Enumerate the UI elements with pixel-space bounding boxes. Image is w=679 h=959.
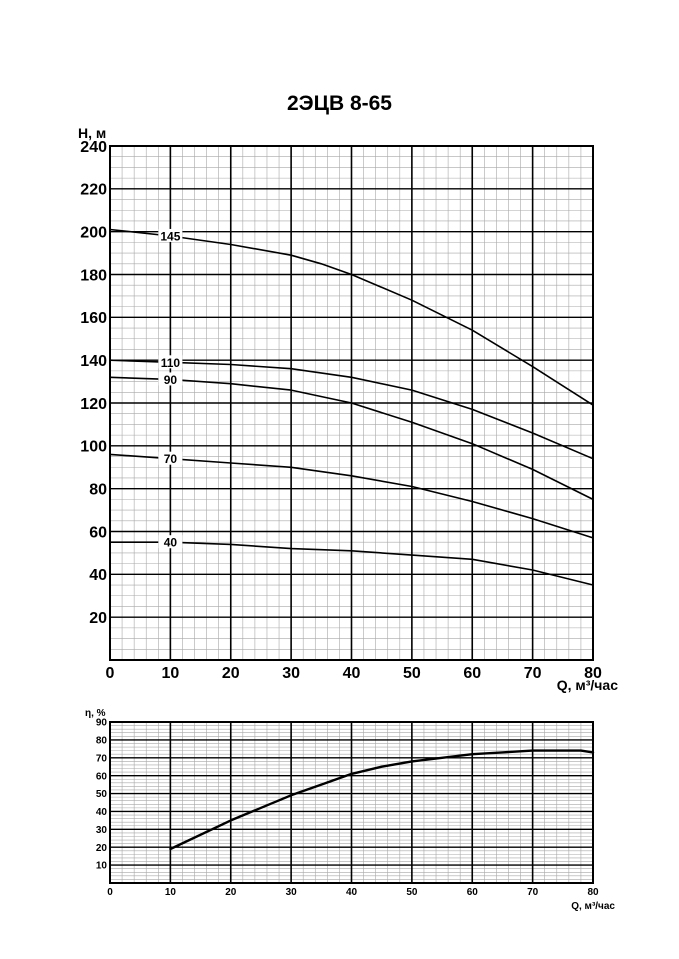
- x-tick-label: 40: [346, 887, 358, 898]
- x-tick-label: 80: [584, 665, 602, 682]
- series-label-bg: [158, 372, 183, 386]
- series-line-efficiency: [169, 749, 595, 851]
- y-tick-label: 40: [89, 567, 107, 584]
- series-label-bg: [158, 355, 183, 369]
- y-tick-label: 60: [96, 771, 108, 782]
- series-line-145: [109, 228, 594, 406]
- chart-title: 2ЭЦВ 8-65: [287, 92, 392, 115]
- series-label-bg: [158, 228, 183, 242]
- y-tick-label: 60: [89, 524, 107, 541]
- x-tick-label: 70: [524, 665, 542, 682]
- efficiency-chart: 0 10 20 30 40 50 60 70 80 10 20 30 40 50 60 70 80 90 Q, м³…: [85, 708, 615, 912]
- y-tick-label: 80: [96, 735, 108, 746]
- x-tick-label: 50: [406, 887, 418, 898]
- x-tick-label: 10: [165, 887, 177, 898]
- series-label-bg: [158, 451, 183, 465]
- series-line-40: [109, 541, 594, 586]
- y-tick-label: 50: [96, 789, 108, 800]
- y-tick-label: 20: [96, 843, 108, 854]
- y-tick-label: 40: [96, 807, 108, 818]
- x-tick-label: 60: [467, 887, 479, 898]
- x-axis-label: Q, м³/час: [571, 901, 615, 912]
- y-tick-label: 220: [80, 182, 107, 199]
- y-axis-label: η, %: [85, 708, 106, 719]
- y-tick-label: 160: [80, 310, 107, 327]
- y-tick-label: 90: [96, 718, 108, 729]
- y-tick-label: 120: [80, 396, 107, 413]
- x-tick-label: 30: [282, 665, 300, 682]
- x-tick-label: 60: [463, 665, 481, 682]
- series-label: 70: [164, 452, 178, 466]
- x-tick-label: 50: [403, 665, 421, 682]
- series-line-70: [109, 453, 594, 539]
- y-tick-label: 70: [96, 753, 108, 764]
- y-tick-label: 10: [96, 861, 108, 872]
- x-tick-label: 70: [527, 887, 539, 898]
- plot-frame: [109, 145, 594, 661]
- x-tick-label: 20: [225, 887, 237, 898]
- x-tick-label: 80: [587, 887, 599, 898]
- series-label: 40: [164, 536, 178, 550]
- head-chart: 0 10 20 30 40 50 60 70 80 20 40 60 80 100 120 140 160 180…: [78, 125, 618, 693]
- x-tick-label: 0: [106, 665, 115, 682]
- x-axis-label: Q, м³/час: [557, 677, 618, 693]
- series-label: 90: [164, 373, 178, 387]
- y-tick-label: 80: [89, 481, 107, 498]
- y-tick-label: 240: [80, 139, 107, 156]
- plot-frame: [109, 721, 594, 884]
- series-line-90: [109, 376, 594, 501]
- x-tick-label: 20: [222, 665, 240, 682]
- x-tick-label: 0: [107, 887, 113, 898]
- series-line-110: [109, 359, 594, 460]
- y-tick-label: 20: [89, 610, 107, 627]
- x-tick-label: 30: [286, 887, 298, 898]
- y-tick-label: 140: [80, 353, 107, 370]
- y-tick-label: 100: [80, 439, 107, 456]
- x-tick-label: 40: [343, 665, 361, 682]
- series-label: 145: [160, 229, 180, 243]
- y-tick-label: 180: [80, 267, 107, 284]
- series-label-bg: [158, 535, 183, 549]
- y-axis-label: H, м: [78, 125, 106, 141]
- x-tick-label: 10: [161, 665, 179, 682]
- series-label: 110: [161, 356, 181, 370]
- y-tick-label: 30: [96, 825, 108, 836]
- y-tick-label: 200: [80, 224, 107, 241]
